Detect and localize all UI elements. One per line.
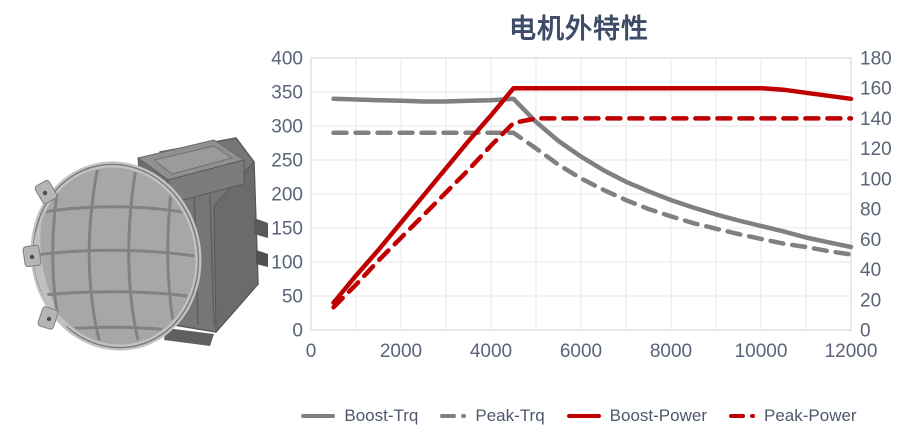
- legend-swatch-solid-line: [566, 414, 601, 418]
- y-left-tick-label: 200: [271, 185, 303, 206]
- legend-item-boost-trq: Boost-Trq: [301, 406, 418, 426]
- x-tick-label: 0: [306, 341, 317, 362]
- series-boost-power: [331, 85, 854, 306]
- y-right-tick-label: 160: [860, 79, 892, 100]
- series-boost-trq: [331, 96, 854, 250]
- x-tick-label: 2000: [380, 341, 422, 362]
- chart-plot-area: 0501001502002503003504000204060801001201…: [271, 49, 892, 363]
- legend-item-peak-trq: Peak-Trq: [440, 406, 545, 426]
- legend-swatch-solid-line: [301, 414, 336, 418]
- x-tick-label: 10000: [735, 341, 788, 362]
- y-left-tick-label: 250: [271, 151, 303, 172]
- motor-3d-render: [18, 86, 268, 354]
- x-tick-label: 8000: [650, 341, 692, 362]
- series-peak-trq: [331, 130, 854, 257]
- y-right-tick-label: 0: [860, 321, 871, 342]
- motor-illustration: [22, 137, 268, 351]
- y-left-tick-label: 150: [271, 219, 303, 240]
- plot-border: [310, 57, 852, 331]
- motor-characteristic-chart: 电机外特性 0 50 100 150 200 250 300 350 400 0 20 40 60 80 1…: [258, 0, 900, 435]
- legend-label: Peak-Power: [764, 406, 857, 425]
- chart-title: 电机外特性: [509, 14, 649, 44]
- y-right-tick-label: 80: [860, 200, 881, 221]
- legend-label: Peak-Trq: [475, 406, 545, 425]
- x-tick-label: 4000: [470, 341, 512, 362]
- y-left-tick-label: 0: [292, 321, 303, 342]
- y-right-tick-label: 120: [860, 139, 892, 160]
- series-peak-power: [331, 116, 854, 310]
- y-left-tick-label: 400: [271, 49, 303, 70]
- y-left-tick-label: 100: [271, 253, 303, 274]
- legend-item-peak-power: Peak-Power: [729, 406, 857, 426]
- y-left-tick-label: 300: [271, 117, 303, 138]
- legend-label: Boost-Power: [609, 406, 707, 425]
- y-right-tick-label: 180: [860, 49, 892, 70]
- y-left-tick-label: 350: [271, 83, 303, 104]
- legend-item-boost-power: Boost-Power: [566, 406, 707, 426]
- y-right-tick-label: 140: [860, 109, 892, 130]
- legend-label: Boost-Trq: [344, 406, 419, 425]
- legend-swatch-dashed-line: [729, 414, 755, 418]
- y-right-tick-label: 100: [860, 169, 892, 190]
- y-left-tick-label: 50: [282, 287, 303, 308]
- y-right-tick-label: 20: [860, 290, 881, 311]
- x-tick-label: 12000: [825, 341, 878, 362]
- y-right-tick-label: 40: [860, 260, 881, 281]
- legend-swatch-dashed-line: [440, 414, 467, 418]
- x-tick-label: 6000: [560, 341, 602, 362]
- chart-legend: Boost-Trq Peak-Trq Boost-Power Peak-Power: [258, 406, 900, 426]
- y-right-tick-label: 60: [860, 230, 881, 251]
